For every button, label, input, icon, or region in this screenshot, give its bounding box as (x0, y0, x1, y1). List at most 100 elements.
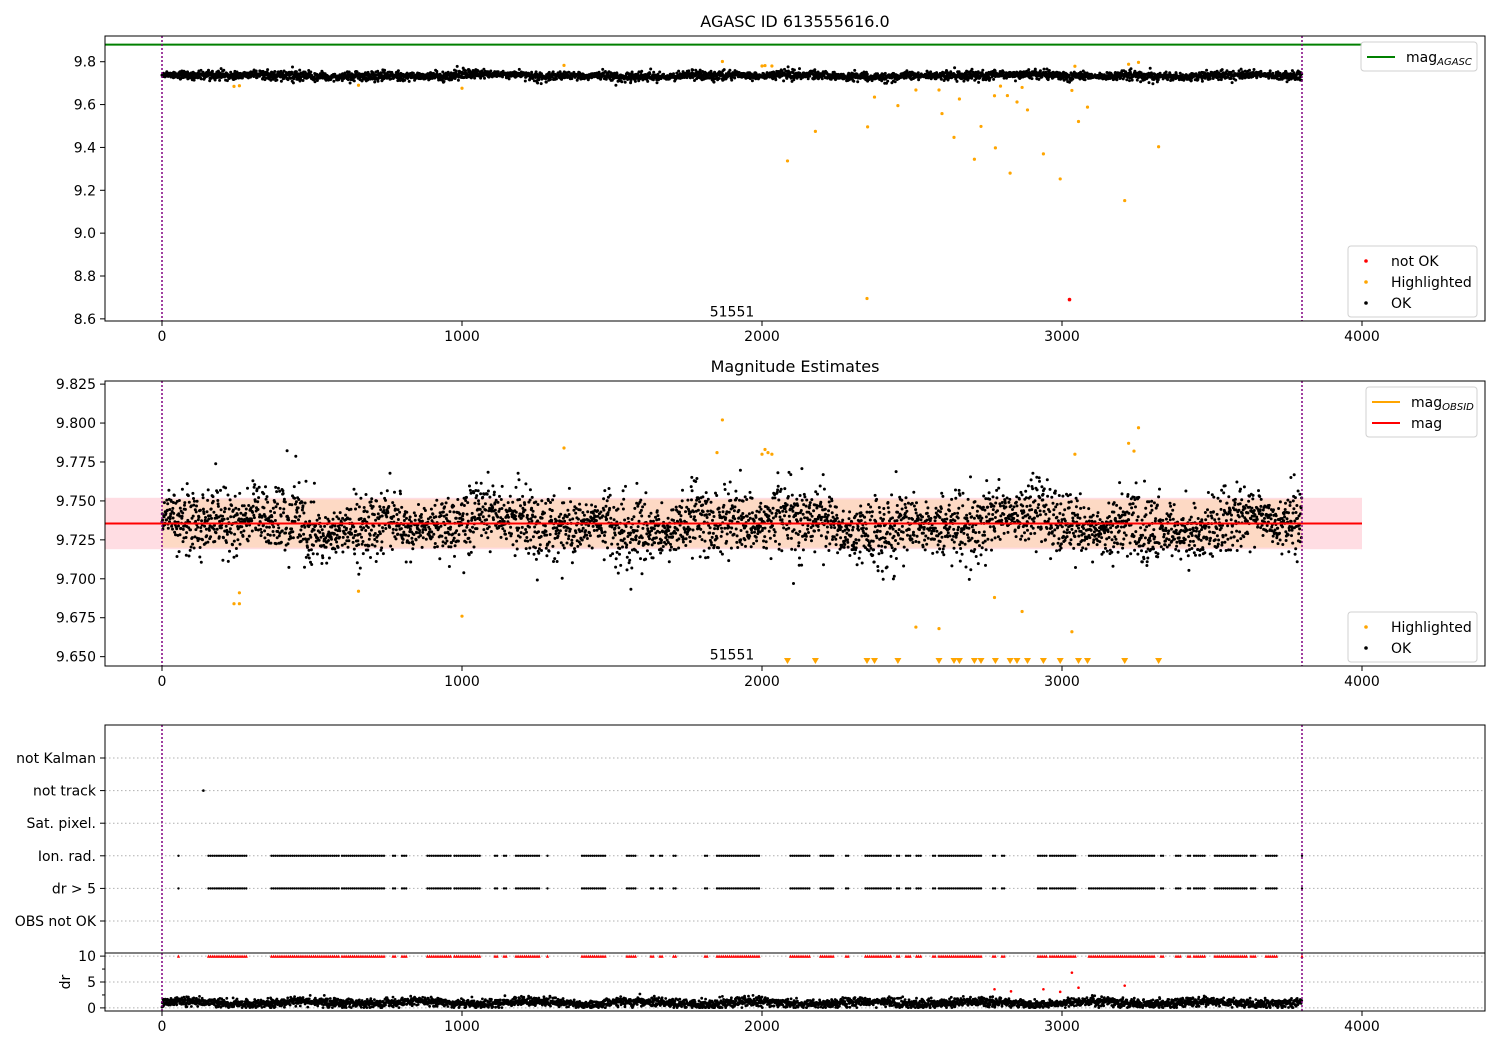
ok-point (1271, 72, 1274, 75)
ok-point (175, 527, 178, 530)
ok-point (205, 534, 208, 537)
ok-point (273, 511, 276, 514)
y-tick-label: 9.0 (74, 226, 96, 242)
ok-point (245, 508, 248, 511)
ok-point (373, 538, 376, 541)
ok-point (287, 542, 290, 545)
ok-point (1231, 81, 1234, 84)
ok-point (245, 524, 248, 527)
ok-point (242, 529, 245, 532)
ok-point (240, 531, 243, 534)
ok-point (366, 549, 369, 552)
ok-point (473, 516, 476, 519)
ok-point (379, 532, 382, 535)
ok-point (482, 505, 485, 508)
ok-point (281, 489, 284, 492)
ok-point (1131, 79, 1134, 82)
ok-point (334, 525, 337, 528)
ok-point (166, 502, 169, 505)
highlighted-point (786, 159, 789, 162)
ok-point (1217, 78, 1220, 81)
ok-point (487, 471, 490, 474)
ok-point (235, 547, 238, 550)
ok-point (472, 491, 475, 494)
highlighted-point (1123, 199, 1126, 202)
ok-point (367, 516, 370, 519)
ok-point (425, 538, 428, 541)
chart-title: Magnitude Estimates (711, 357, 880, 376)
ok-point (283, 498, 286, 501)
ok-point (199, 509, 202, 512)
ok-point (424, 526, 427, 529)
highlighted-point (1026, 108, 1029, 111)
ok-point (449, 545, 452, 548)
ok-point (751, 79, 754, 82)
ok-point (309, 536, 312, 539)
ok-point (183, 504, 186, 507)
ok-point (421, 531, 424, 534)
ok-point (200, 530, 203, 533)
ok-point (333, 511, 336, 514)
ok-point (956, 80, 959, 83)
ok-point (199, 546, 202, 549)
highlighted-point (460, 87, 463, 90)
ok-point (471, 512, 474, 515)
ok-point (380, 492, 383, 495)
y-tick-label: 8.8 (74, 269, 96, 285)
ok-point (234, 495, 237, 498)
ok-point (185, 536, 188, 539)
ok-point (475, 494, 478, 497)
highlighted-point (357, 84, 360, 87)
ok-point (940, 78, 943, 81)
ok-point (214, 462, 217, 465)
ok-point (477, 502, 480, 505)
ok-point (251, 530, 254, 533)
ok-point (206, 499, 209, 502)
ok-point (210, 517, 213, 520)
highlighted-point (914, 88, 917, 91)
ok-point (236, 538, 239, 541)
ok-point (381, 526, 384, 529)
ok-point (473, 502, 476, 505)
ok-point (360, 536, 363, 539)
ok-point (853, 69, 856, 72)
ok-point (462, 512, 465, 515)
ok-point (293, 497, 296, 500)
ok-point (886, 80, 889, 83)
ok-point (413, 533, 416, 536)
ok-point (391, 548, 394, 551)
ok-point (207, 488, 210, 491)
not-ok-point (1068, 298, 1072, 302)
ok-point (466, 501, 469, 504)
ok-point (227, 494, 230, 497)
ok-point (1148, 81, 1151, 84)
ok-point (438, 557, 441, 560)
ok-point (185, 531, 188, 534)
ok-point (479, 492, 482, 495)
ok-point (718, 77, 721, 80)
ok-point (399, 490, 402, 493)
ok-point (236, 513, 239, 516)
y-tick-label: 9.8 (74, 55, 96, 71)
ok-point (377, 80, 380, 83)
ok-point (299, 535, 302, 538)
ok-point (341, 544, 344, 547)
ok-point (486, 493, 489, 496)
ok-point (433, 546, 436, 549)
ok-point (258, 486, 261, 489)
ok-point (218, 535, 221, 538)
ok-point (178, 550, 181, 553)
ok-point (487, 490, 490, 493)
ok-point (458, 533, 461, 536)
ok-point (476, 527, 479, 530)
ok-point (281, 529, 284, 532)
ok-point (469, 540, 472, 543)
ok-point (256, 500, 259, 503)
ok-point (222, 536, 225, 539)
ok-point (395, 513, 398, 516)
ok-point (305, 556, 308, 559)
ok-point (282, 492, 285, 495)
ok-point (894, 80, 897, 83)
ok-point (353, 552, 356, 555)
